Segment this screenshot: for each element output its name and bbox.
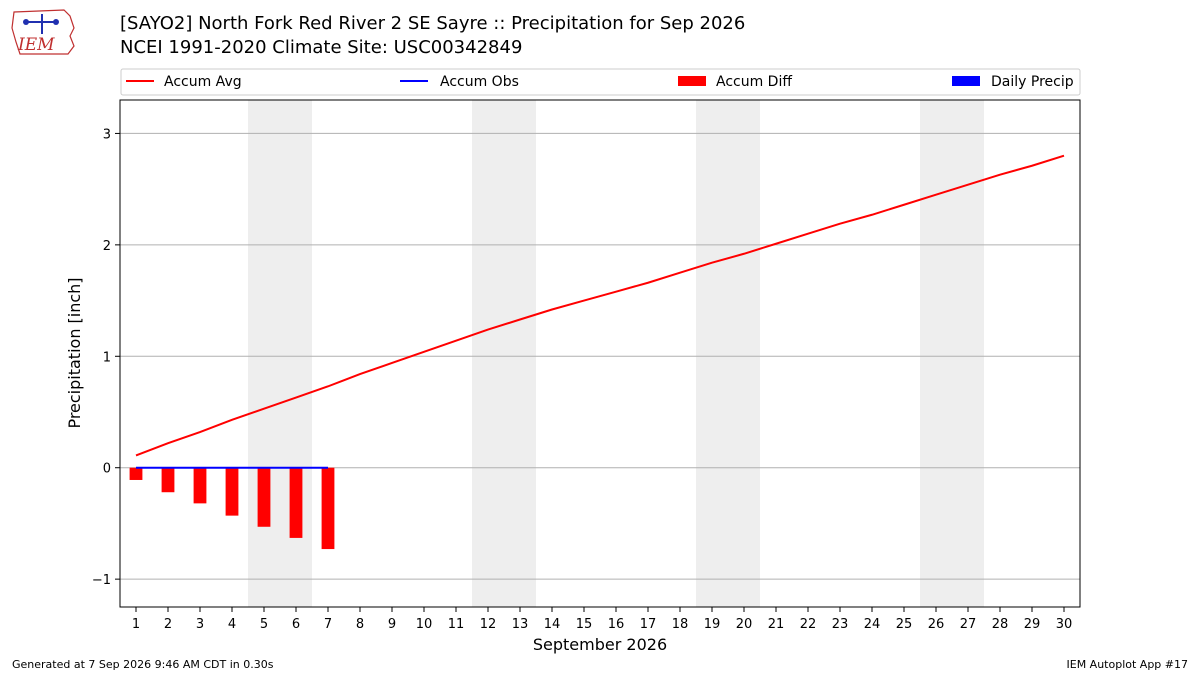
accum-diff-bar-4 — [225, 467, 239, 516]
x-tick-label-20: 21 — [768, 617, 785, 632]
x-tick-label-26: 27 — [960, 617, 977, 632]
y-tick-label-4: 3 — [103, 127, 111, 142]
x-tick-label-23: 24 — [864, 617, 881, 632]
x-tick-label-11: 12 — [480, 617, 497, 632]
y-tick-label-0: −1 — [92, 573, 111, 588]
accum-diff-bar-3 — [193, 467, 207, 504]
legend-label-3: Daily Precip — [991, 74, 1074, 90]
x-tick-label-5: 6 — [292, 617, 300, 632]
x-tick-label-25: 26 — [928, 617, 945, 632]
legend-frame — [120, 68, 1081, 96]
weekend-band-1 — [472, 100, 536, 607]
y-tick-label-3: 2 — [103, 239, 111, 254]
iem-logo: IEM — [11, 9, 75, 55]
legend-swatch-2 — [678, 76, 706, 86]
x-axis-label: September 2026 — [533, 635, 667, 654]
x-tick-label-0: 1 — [132, 617, 140, 632]
series-lines — [135, 154, 1065, 469]
legend-label-2: Accum Diff — [716, 74, 792, 90]
legend-label-0: Accum Avg — [164, 74, 242, 90]
accum-diff-bar-2 — [161, 467, 175, 493]
x-tick-label-3: 4 — [228, 617, 236, 632]
x-tick-label-21: 22 — [800, 617, 817, 632]
chart-title: [SAYO2] North Fork Red River 2 SE Sayre … — [120, 13, 746, 34]
state-outline — [11, 9, 75, 55]
x-tick-label-29: 30 — [1056, 617, 1073, 632]
weekend-band-2 — [696, 100, 760, 607]
x-tick-label-14: 15 — [576, 617, 593, 632]
x-tick-label-28: 29 — [1024, 617, 1041, 632]
y-axis: −1 0 1 2 3 — [92, 127, 120, 588]
x-axis: 1 2 3 4 5 6 7 8 9 10 11 12 13 14 15 16 17 18 19 20 21 22 23 24 2… — [132, 607, 1072, 632]
accum-diff-bar-7 — [321, 467, 335, 550]
x-tick-label-9: 10 — [416, 617, 433, 632]
app-label: IEM Autoplot App #17 — [1066, 658, 1189, 671]
y-tick-label-1: 0 — [103, 462, 111, 477]
x-tick-label-6: 7 — [324, 617, 332, 632]
x-tick-label-4: 5 — [260, 617, 268, 632]
x-tick-label-10: 11 — [448, 617, 465, 632]
x-tick-label-1: 2 — [164, 617, 172, 632]
weekend-band-3 — [920, 100, 984, 607]
accum-diff-bars — [129, 467, 335, 550]
x-tick-label-27: 28 — [992, 617, 1009, 632]
x-tick-label-19: 20 — [736, 617, 753, 632]
x-tick-label-24: 25 — [896, 617, 913, 632]
weekend-bands — [248, 100, 984, 607]
x-tick-label-16: 17 — [640, 617, 657, 632]
generated-timestamp: Generated at 7 Sep 2026 9:46 AM CDT in 0… — [12, 658, 274, 671]
x-tick-label-2: 3 — [196, 617, 204, 632]
x-tick-label-17: 18 — [672, 617, 689, 632]
accum-diff-bar-1 — [129, 467, 143, 480]
x-tick-label-22: 23 — [832, 617, 849, 632]
x-tick-label-13: 14 — [544, 617, 561, 632]
y-axis-label: Precipitation [inch] — [65, 277, 84, 428]
x-tick-label-18: 19 — [704, 617, 721, 632]
x-tick-label-8: 9 — [388, 617, 396, 632]
plot-frame — [119, 99, 1081, 608]
legend: Accum Avg Accum Obs Accum Diff Daily Precip — [120, 68, 1081, 96]
legend-swatch-3 — [952, 76, 980, 86]
series-line-0 — [135, 154, 1065, 457]
chart-subtitle: NCEI 1991-2020 Climate Site: USC00342849 — [120, 37, 523, 58]
x-tick-label-15: 16 — [608, 617, 625, 632]
logo-text: IEM — [17, 35, 55, 55]
accum-diff-bar-6 — [289, 467, 303, 538]
accum-diff-bar-5 — [257, 467, 271, 527]
x-tick-label-7: 8 — [356, 617, 364, 632]
y-tick-label-2: 1 — [103, 350, 111, 365]
legend-label-1: Accum Obs — [440, 74, 519, 90]
x-tick-label-12: 13 — [512, 617, 529, 632]
